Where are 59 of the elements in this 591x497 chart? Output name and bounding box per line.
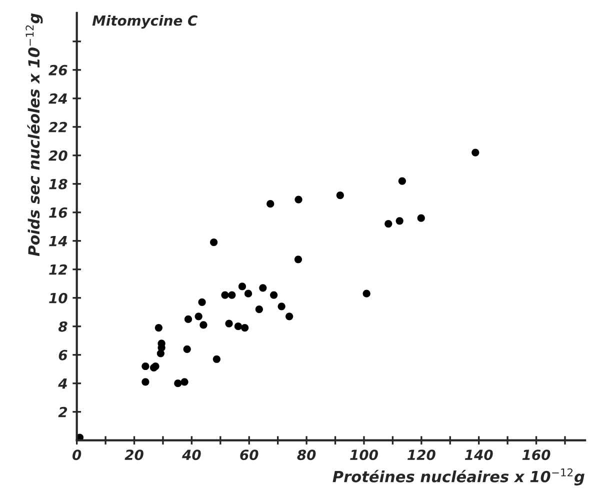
x-tick-label: 20 xyxy=(124,450,144,460)
x-tick-label: 160 xyxy=(522,450,550,460)
point xyxy=(198,298,206,306)
point xyxy=(278,302,286,310)
point xyxy=(266,200,274,208)
y-tick-label: 22 xyxy=(48,122,68,132)
y-tick-label: 12 xyxy=(49,264,68,275)
x-tick-label: 40 xyxy=(182,450,201,460)
point xyxy=(396,217,404,225)
point xyxy=(210,238,218,246)
x-tick-label: 100 xyxy=(350,450,378,460)
point xyxy=(336,191,344,200)
point xyxy=(200,321,208,329)
y-tick-label: 4 xyxy=(58,378,67,389)
y-tick-label: 20 xyxy=(48,150,68,161)
x-tick-label: 140 xyxy=(464,450,493,460)
point xyxy=(244,290,252,298)
x-axis-title: Protéines nucléaires x 10$^{−12}$g xyxy=(332,468,584,486)
point xyxy=(270,291,278,299)
point xyxy=(228,291,236,299)
point xyxy=(174,380,182,388)
point xyxy=(225,320,233,328)
point xyxy=(234,322,242,330)
point xyxy=(238,282,246,290)
point xyxy=(362,290,370,298)
point xyxy=(286,312,294,320)
point xyxy=(294,256,302,264)
point xyxy=(259,284,267,292)
y-tick-label: 26 xyxy=(48,64,68,76)
chart-title: Mitomycine C xyxy=(92,15,198,29)
point xyxy=(221,291,229,299)
x-tick-label: 0 xyxy=(72,450,82,460)
x-tick-label: 80 xyxy=(297,450,316,460)
point xyxy=(183,345,191,353)
point xyxy=(417,214,425,222)
point xyxy=(212,355,220,363)
y-axis-title: Poids sec nucléoles x 10$^{−12}$g xyxy=(26,13,43,256)
y-tick-label: 14 xyxy=(49,236,67,246)
x-tick-label: 60 xyxy=(240,450,258,460)
y-tick-label: 16 xyxy=(49,207,68,218)
point xyxy=(241,324,249,332)
point xyxy=(154,324,162,332)
y-tick-label: 2 xyxy=(58,406,68,418)
point xyxy=(472,148,480,156)
y-tick-label: 18 xyxy=(49,178,68,190)
point xyxy=(384,220,392,228)
point xyxy=(194,312,202,320)
point xyxy=(294,196,302,204)
point xyxy=(184,315,192,324)
x-tick-label: 120 xyxy=(408,450,436,460)
point xyxy=(142,378,150,386)
y-tick-label: 10 xyxy=(49,292,68,304)
point xyxy=(180,378,188,386)
y-tick-label: 24 xyxy=(48,93,67,104)
point xyxy=(398,177,406,185)
y-tick-label: 8 xyxy=(58,321,68,332)
y-tick-label: 6 xyxy=(58,350,68,360)
point xyxy=(142,362,150,370)
point xyxy=(255,305,263,314)
